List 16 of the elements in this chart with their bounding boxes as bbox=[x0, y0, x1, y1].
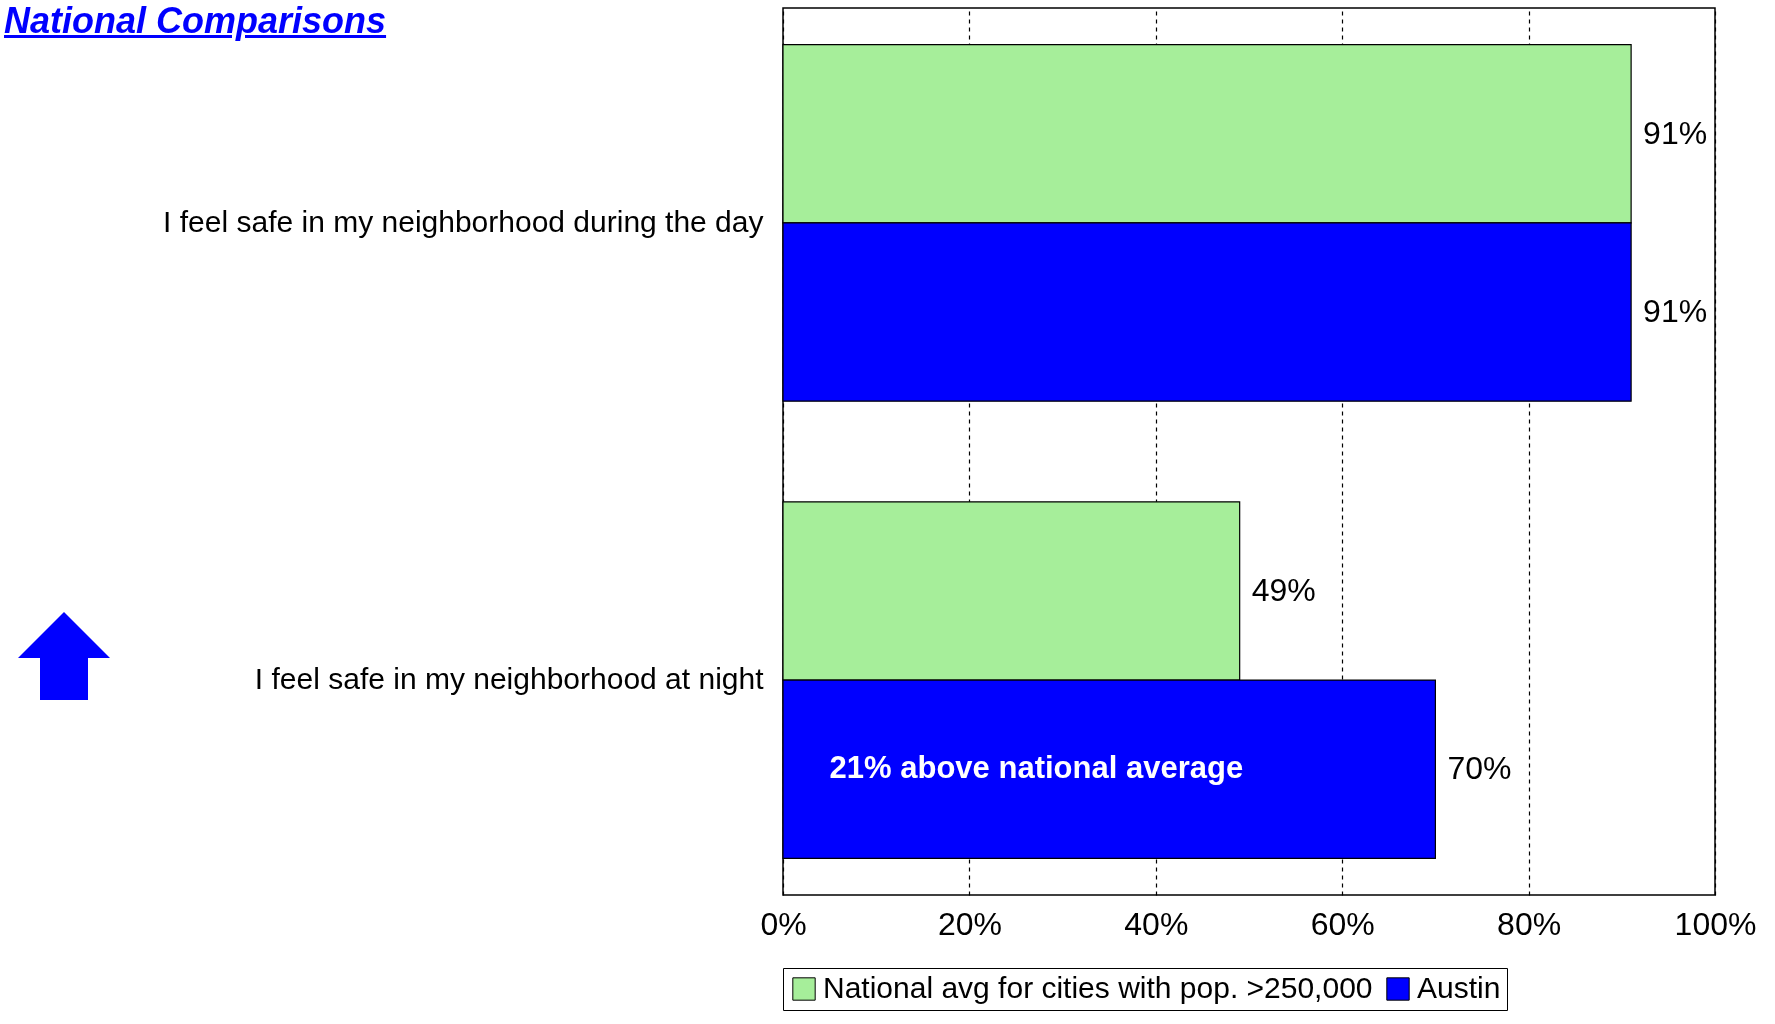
y-tick-label: I feel safe in my neighborhood during the day bbox=[163, 204, 764, 238]
legend-label: National avg for cities with pop. >250,000 bbox=[823, 971, 1373, 1004]
data-label: 91% bbox=[1643, 114, 1708, 151]
annotation: 21% above national average bbox=[829, 750, 1244, 786]
x-tick-label: 0% bbox=[760, 905, 807, 942]
x-tick-label: 60% bbox=[1310, 905, 1375, 942]
data-label: 70% bbox=[1447, 750, 1512, 787]
x-tick-label: 80% bbox=[1497, 905, 1562, 942]
x-tick-label: 20% bbox=[937, 905, 1002, 942]
y-tick-label: I feel safe in my neighborhood at night bbox=[254, 662, 765, 696]
x-tick-label: 100% bbox=[1674, 905, 1757, 942]
legend-label: Austin bbox=[1417, 971, 1501, 1004]
x-tick-label: 40% bbox=[1124, 905, 1189, 942]
data-label: 91% bbox=[1643, 293, 1708, 330]
text: National Comparisons bbox=[4, 0, 387, 42]
data-label: 49% bbox=[1251, 571, 1316, 608]
